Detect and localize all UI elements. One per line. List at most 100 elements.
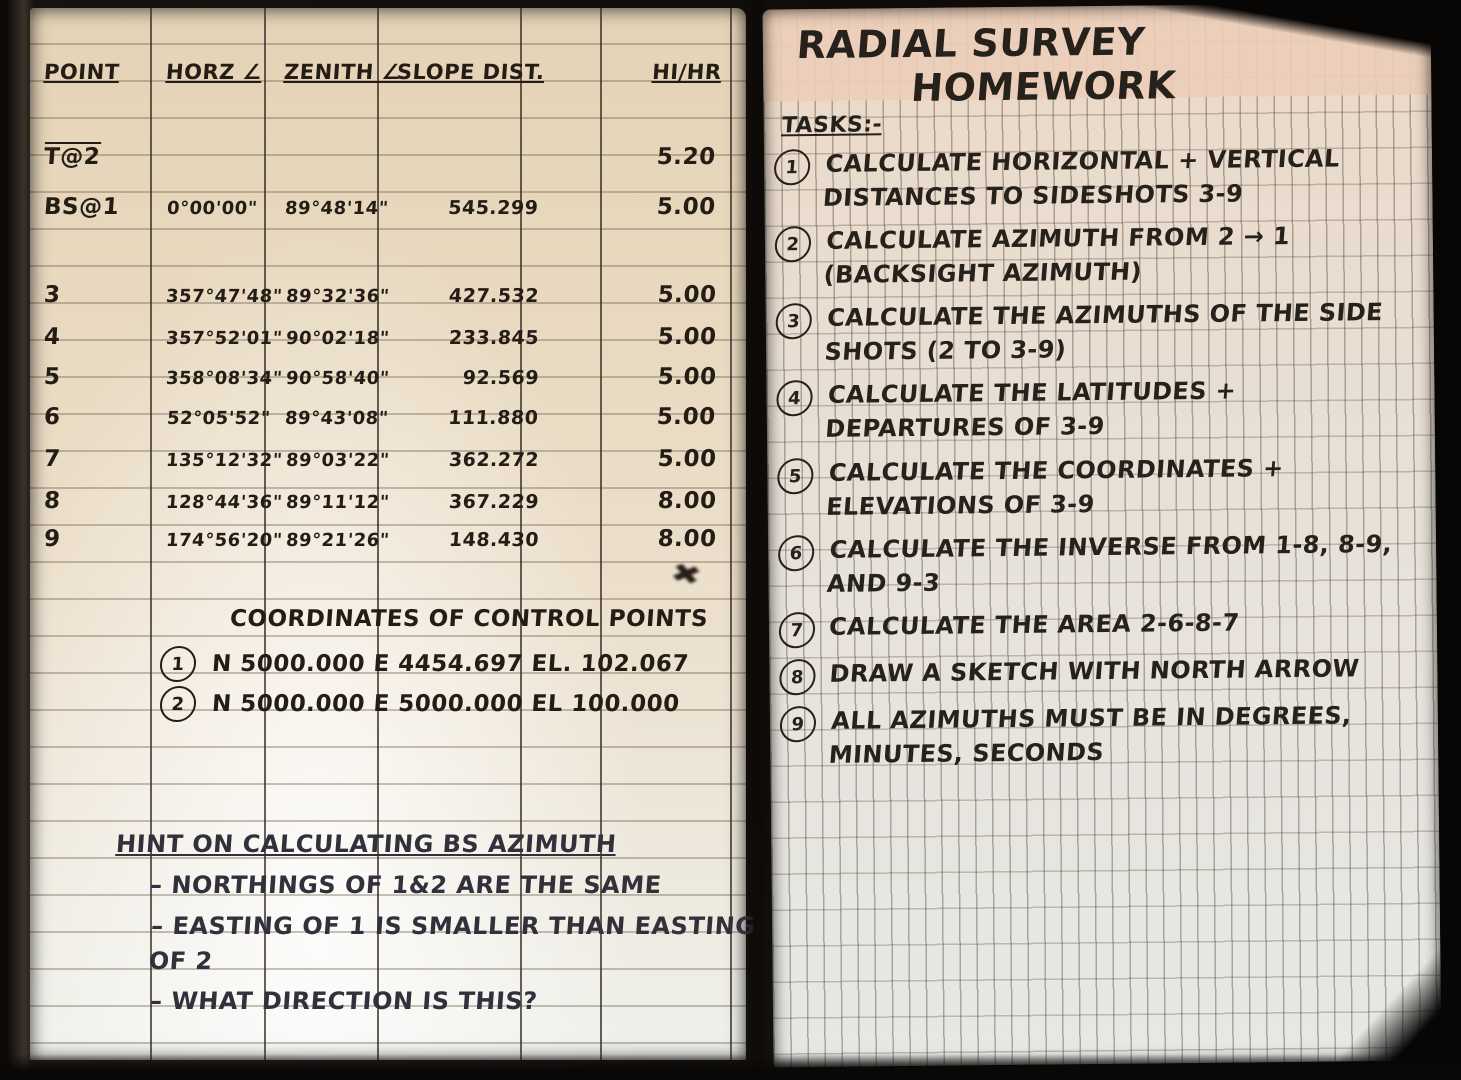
cell-zenith: 89°11'12"	[285, 492, 391, 513]
task-item: 3 CALCULATE THE AZIMUTHS OF THE SIDE SHO…	[774, 295, 1417, 370]
cell-zenith: 89°43'08"	[284, 408, 390, 429]
task-text: CALCULATE THE COORDINATES + ELEVATIONS O…	[825, 453, 1285, 521]
cell-zenith: 89°48'14"	[284, 198, 390, 219]
cell-point: T@2	[43, 144, 102, 170]
tasks-label: TASKS:-	[780, 112, 884, 139]
table-header-row: POINT HORZ ∠ ZENITH ∠ SLOPE DIST. HI/HR	[30, 60, 746, 84]
cell-point: 3	[43, 282, 62, 308]
cell-slope: 111.880	[447, 407, 540, 429]
table-row: 8 128°44'36" 89°11'12" 367.229 8.00	[30, 488, 746, 514]
task-text: ALL AZIMUTHS MUST BE IN DEGREES, MINUTES…	[827, 701, 1353, 769]
cell-zenith: 90°58'40"	[285, 368, 391, 389]
header-hi-hr: HI/HR	[651, 60, 723, 84]
cell-hi: 8.00	[656, 526, 718, 552]
circled-number: 3	[774, 303, 814, 340]
task-text: CALCULATE HORIZONTAL + VERTICAL DISTANCE…	[821, 144, 1341, 212]
hint-section: HINT ON CALCULATING BS AZIMUTH – NORTHIN…	[115, 830, 757, 1025]
control-point-row: 2 N 5000.000 E 5000.000 EL 100.000	[158, 686, 681, 722]
cell-horz: 174°56'20"	[165, 530, 284, 551]
task-text: CALCULATE THE AREA 2-6-8-7	[828, 608, 1241, 641]
hint-item: – EASTING OF 1 IS SMALLER THAN EASTING O…	[147, 911, 757, 975]
right-notebook-page: RADIAL SURVEY HOMEWORK TASKS:- 1 CALCULA…	[762, 2, 1442, 1068]
header-slope-dist: SLOPE DIST.	[395, 60, 546, 84]
cell-zenith: 89°32'36"	[285, 286, 391, 307]
cell-horz: 357°47'48"	[165, 286, 284, 307]
control-points-title: COORDINATES OF CONTROL POINTS	[229, 606, 710, 632]
crossed-out-entry: ✖	[667, 557, 706, 593]
cell-point: 5	[43, 364, 62, 390]
circled-number: 2	[158, 686, 198, 722]
cell-slope: 233.845	[447, 327, 540, 349]
cell-slope: 148.430	[447, 529, 540, 551]
header-point: POINT	[43, 60, 121, 84]
cell-hi: 5.00	[656, 364, 718, 390]
column-rule	[730, 8, 732, 1060]
circled-number: 8	[778, 658, 817, 696]
column-rule	[377, 8, 379, 1060]
column-rule	[520, 8, 522, 1060]
circled-number: 2	[773, 226, 813, 263]
task-item: 2 CALCULATE AZIMUTH FROM 2 → 1 (BACKSIGH…	[773, 218, 1416, 293]
cell-point: BS@1	[43, 194, 121, 220]
cell-horz: 357°52'01"	[165, 328, 284, 349]
cell-horz: 0°00'00"	[165, 198, 258, 219]
task-item: 6 CALCULATE THE INVERSE FROM 1-8, 8-9, A…	[776, 526, 1419, 601]
table-row: BS@1 0°00'00" 89°48'14" 545.299 5.00	[30, 194, 746, 220]
task-item: 7 CALCULATE THE AREA 2-6-8-7	[777, 604, 1419, 649]
cell-hi: 5.00	[656, 404, 717, 430]
header-zenith-angle: ZENITH ∠	[282, 60, 402, 84]
cell-point: 8	[43, 488, 62, 514]
task-item: 8 DRAW A SKETCH WITH NORTH ARROW	[778, 651, 1419, 696]
cell-horz: 135°12'32"	[165, 450, 284, 471]
column-rule	[264, 8, 266, 1060]
column-rule	[600, 8, 602, 1060]
task-item: 5 CALCULATE THE COORDINATES + ELEVATIONS…	[775, 449, 1418, 524]
photo-dark-corner	[1131, 0, 1461, 58]
hint-title: HINT ON CALCULATING BS AZIMUTH	[115, 830, 618, 858]
circled-number: 6	[776, 534, 816, 572]
cell-hi: 5.00	[656, 282, 718, 308]
table-row: 4 357°52'01" 90°02'18" 233.845 5.00	[30, 324, 746, 350]
task-item: 9 ALL AZIMUTHS MUST BE IN DEGREES, MINUT…	[778, 698, 1421, 773]
cell-slope: 92.569	[461, 367, 540, 389]
task-text: CALCULATE AZIMUTH FROM 2 → 1 (BACKSIGHT …	[822, 222, 1292, 290]
hint-item: – WHAT DIRECTION IS THIS?	[149, 987, 539, 1016]
cell-horz: 52°05'52"	[165, 408, 271, 429]
cell-zenith: 89°21'26"	[285, 530, 391, 551]
circled-number: 1	[772, 149, 812, 186]
header-horz-angle: HORZ ∠	[164, 60, 263, 84]
cell-slope: 362.272	[447, 449, 540, 471]
cell-slope: 545.299	[447, 197, 540, 219]
cell-slope: 427.532	[447, 285, 540, 307]
cell-point: 9	[43, 526, 62, 552]
task-list: 1 CALCULATE HORIZONTAL + VERTICAL DISTAN…	[772, 141, 1421, 782]
task-text: CALCULATE THE AZIMUTHS OF THE SIDE SHOTS…	[823, 298, 1385, 367]
circled-number: 9	[778, 705, 818, 743]
cell-hi: 8.00	[656, 488, 718, 514]
cell-point: 7	[43, 446, 62, 472]
cell-point: 4	[43, 324, 62, 350]
table-row: 3 357°47'48" 89°32'36" 427.532 5.00	[30, 282, 746, 308]
task-item: 1 CALCULATE HORIZONTAL + VERTICAL DISTAN…	[772, 141, 1415, 216]
table-row: 9 174°56'20" 89°21'26" 148.430 8.00	[30, 526, 746, 552]
table-row: T@2 5.20	[30, 144, 746, 170]
cell-hi: 5.00	[656, 446, 718, 472]
notebook-spine	[0, 0, 34, 1080]
table-row: 5 358°08'34" 90°58'40" 92.569 5.00	[30, 364, 746, 390]
table-row-scribble: ✖	[30, 557, 746, 593]
page-title-line1: RADIAL SURVEY	[795, 19, 1147, 68]
left-notebook-page: POINT HORZ ∠ ZENITH ∠ SLOPE DIST. HI/HR …	[30, 8, 756, 1060]
cell-horz: 128°44'36"	[165, 492, 284, 513]
cell-zenith: 89°03'22"	[285, 450, 391, 471]
task-text: DRAW A SKETCH WITH NORTH ARROW	[828, 654, 1361, 688]
cell-hi: 5.00	[656, 324, 718, 350]
table-row: 6 52°05'52" 89°43'08" 111.880 5.00	[30, 404, 746, 430]
cell-slope: 367.229	[447, 491, 540, 513]
table-row: 7 135°12'32" 89°03'22" 362.272 5.00	[30, 446, 746, 472]
circled-number: 1	[158, 646, 198, 682]
cell-zenith: 90°02'18"	[285, 328, 391, 349]
control-point-coords: N 5000.000 E 4454.697 EL. 102.067	[211, 651, 690, 677]
hint-item: – NORTHINGS OF 1&2 ARE THE SAME	[149, 871, 663, 899]
circled-number: 5	[775, 457, 815, 495]
